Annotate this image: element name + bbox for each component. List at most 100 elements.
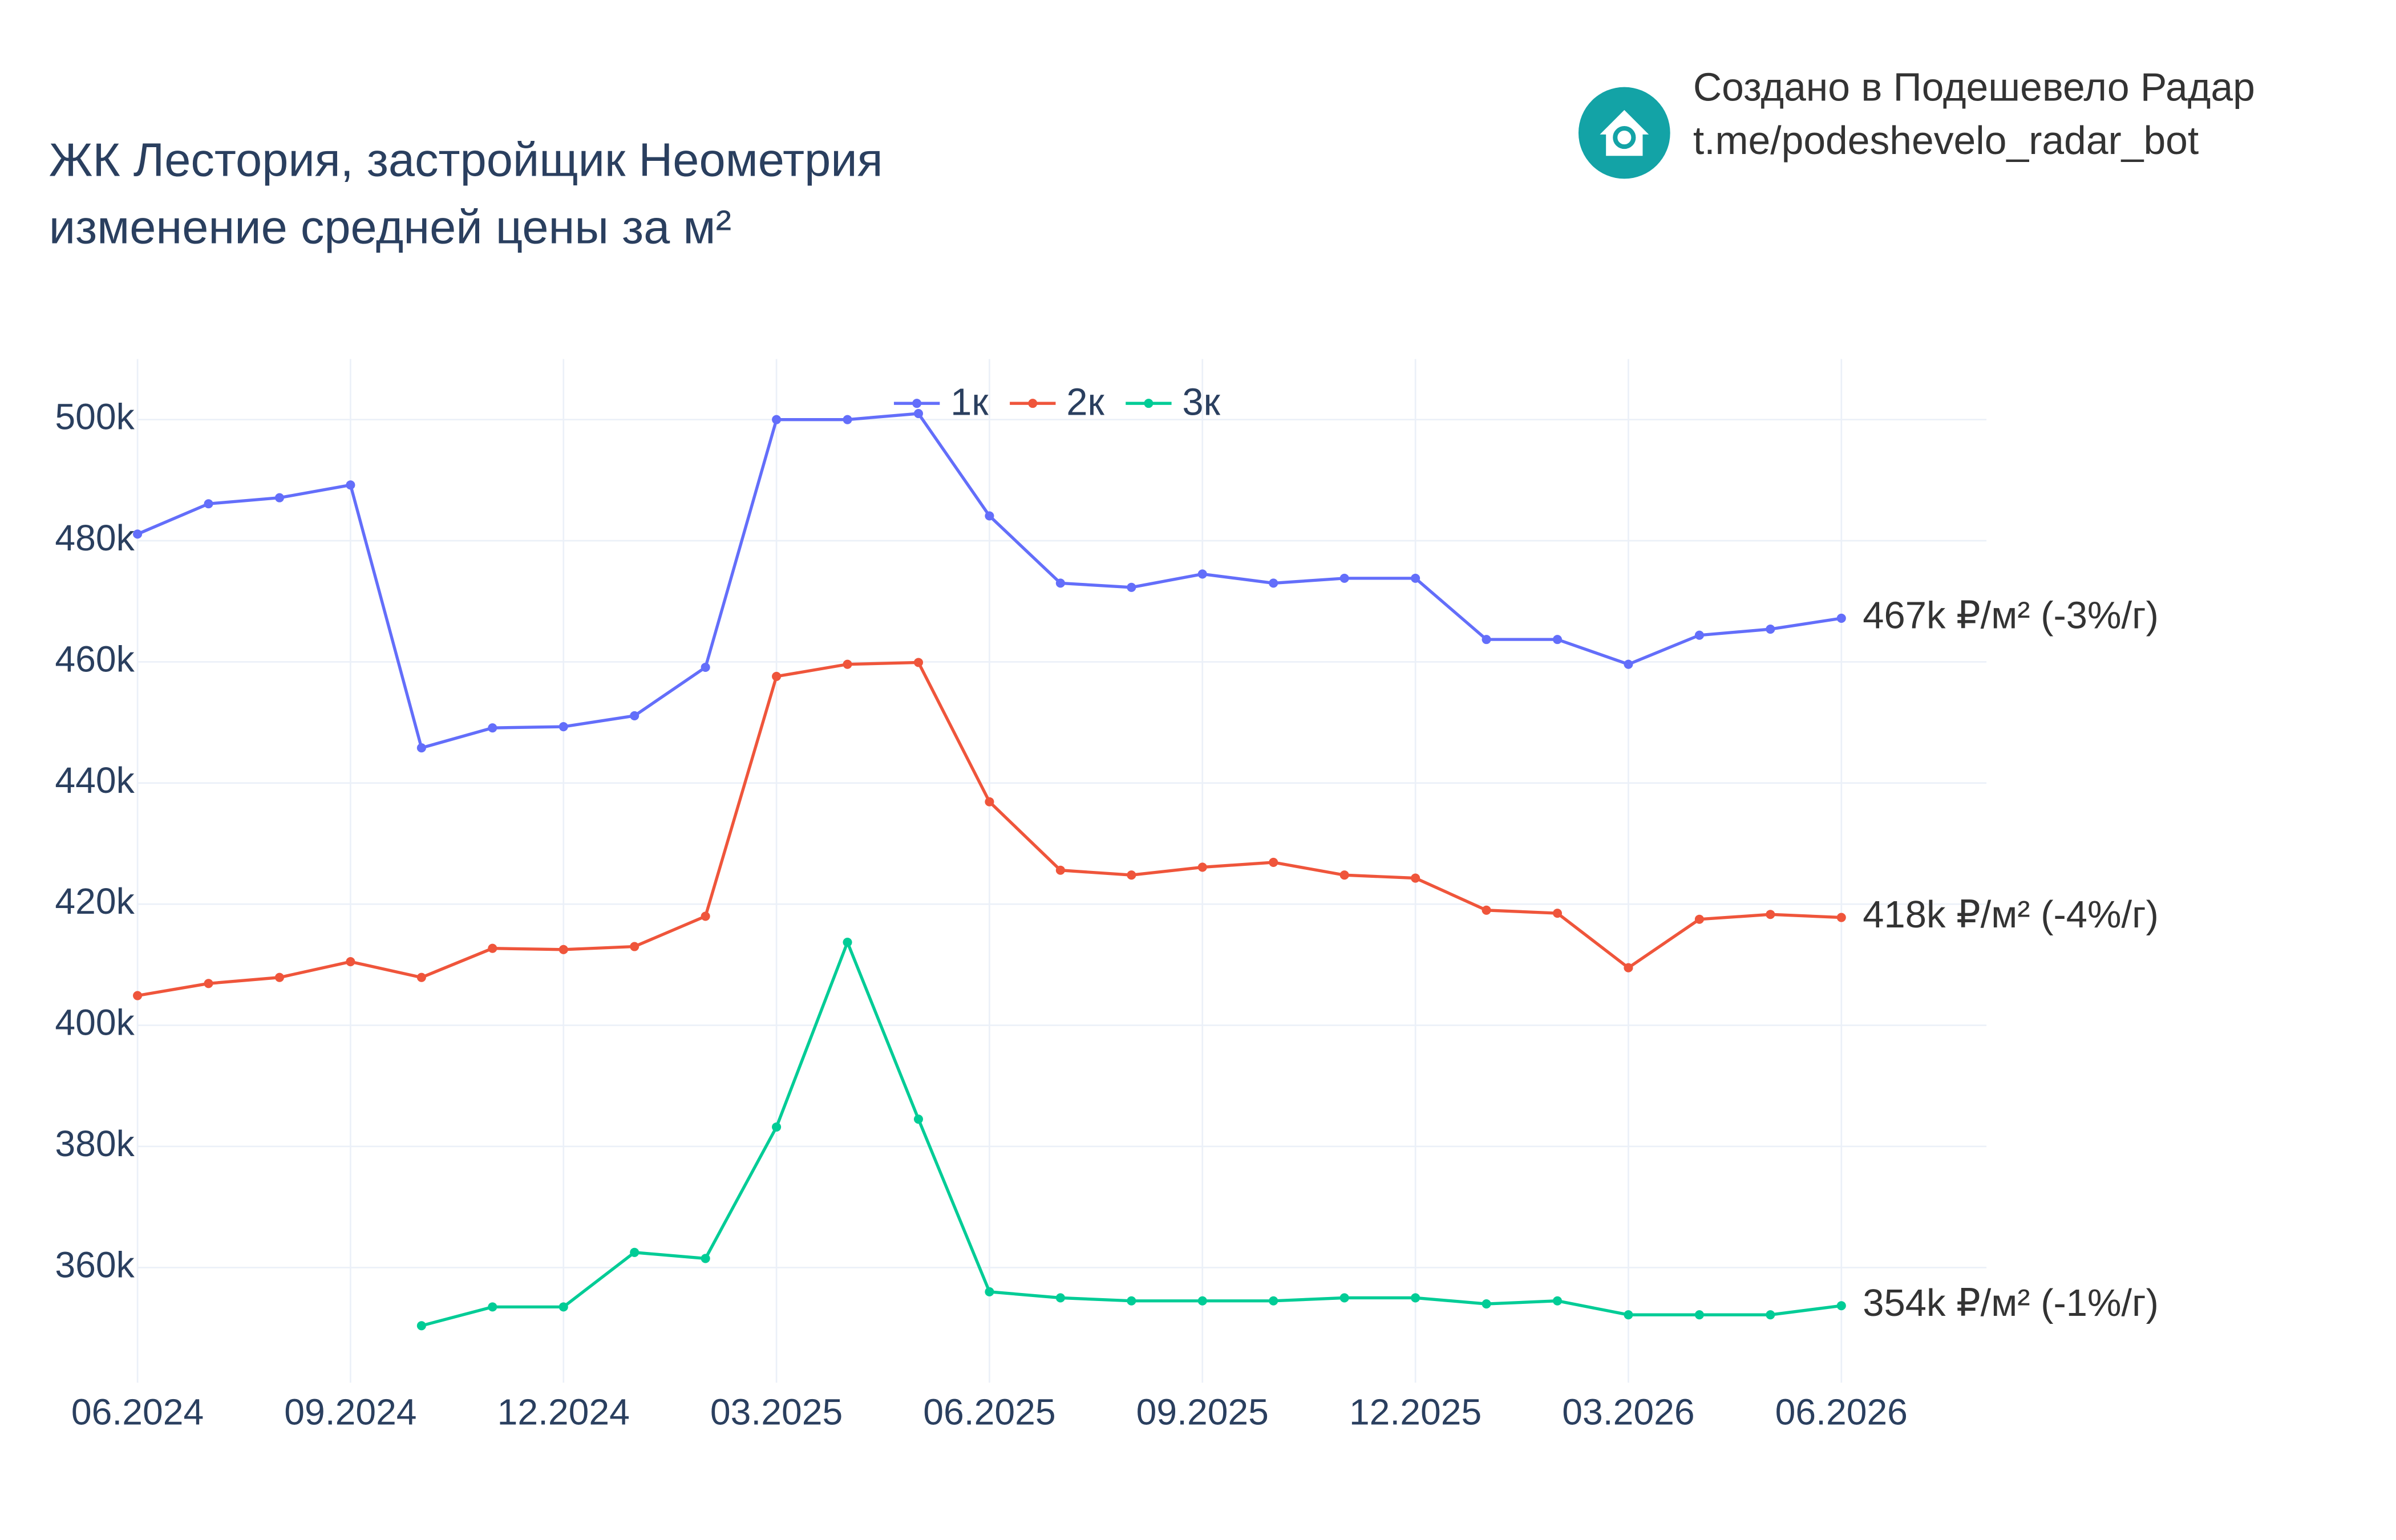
x-tick-label: 09.2025 bbox=[1136, 1391, 1269, 1432]
data-point bbox=[274, 493, 284, 502]
data-point bbox=[1624, 1310, 1633, 1320]
x-tick-label: 12.2024 bbox=[497, 1391, 630, 1432]
logo-house bbox=[1600, 110, 1649, 156]
data-point bbox=[1197, 1296, 1207, 1306]
data-point bbox=[1055, 1293, 1065, 1303]
data-point bbox=[1552, 635, 1563, 645]
end-label: 418k ₽/м² (-4%/г) bbox=[1863, 893, 2159, 936]
data-point bbox=[1766, 1310, 1775, 1320]
data-point bbox=[416, 1321, 426, 1331]
data-point bbox=[1269, 1296, 1278, 1306]
data-point bbox=[558, 722, 568, 732]
data-point bbox=[558, 1302, 568, 1312]
x-tick-label: 06.2024 bbox=[71, 1391, 204, 1432]
legend-marker bbox=[1144, 399, 1154, 408]
x-tick-label: 12.2025 bbox=[1349, 1391, 1482, 1432]
data-point bbox=[913, 658, 924, 667]
data-point bbox=[1197, 569, 1207, 579]
data-point bbox=[1127, 870, 1136, 880]
data-point bbox=[416, 972, 426, 982]
data-point bbox=[1694, 1310, 1704, 1320]
data-point bbox=[1055, 865, 1065, 875]
data-point bbox=[913, 1115, 924, 1124]
data-point bbox=[274, 972, 284, 982]
y-tick-label: 460k bbox=[55, 638, 135, 679]
y-tick-label: 420k bbox=[55, 881, 135, 922]
data-point bbox=[913, 409, 924, 419]
credit-link: t.me/podeshevelo_radar_bot bbox=[1693, 118, 2199, 163]
data-point bbox=[1552, 909, 1563, 918]
legend-label: 2к bbox=[1066, 381, 1104, 424]
legend-label: 3к bbox=[1182, 381, 1220, 424]
data-point bbox=[1197, 862, 1207, 872]
data-point bbox=[772, 1122, 782, 1132]
x-tick-label: 03.2026 bbox=[1562, 1391, 1694, 1432]
y-tick-label: 360k bbox=[55, 1244, 135, 1285]
data-point bbox=[1127, 582, 1136, 592]
data-point bbox=[843, 938, 852, 947]
data-point bbox=[488, 943, 497, 953]
data-point bbox=[1269, 578, 1278, 588]
data-point bbox=[985, 511, 994, 521]
y-tick-label: 480k bbox=[55, 517, 135, 558]
data-point bbox=[1411, 573, 1420, 583]
data-point bbox=[1694, 630, 1704, 640]
legend-marker bbox=[1028, 399, 1038, 408]
x-tick-label: 06.2025 bbox=[923, 1391, 1055, 1432]
data-point bbox=[1055, 578, 1065, 588]
x-tick-label: 09.2024 bbox=[284, 1391, 416, 1432]
data-point bbox=[1411, 873, 1420, 883]
data-point bbox=[1836, 613, 1846, 623]
data-point bbox=[1482, 905, 1491, 915]
data-point bbox=[204, 499, 213, 509]
legend-marker bbox=[912, 399, 922, 408]
data-point bbox=[630, 711, 640, 720]
data-point bbox=[1339, 1293, 1349, 1303]
data-point bbox=[985, 1287, 994, 1296]
data-point bbox=[630, 1247, 640, 1257]
y-tick-label: 500k bbox=[55, 396, 135, 437]
data-point bbox=[1552, 1296, 1563, 1306]
logo bbox=[1578, 87, 1670, 179]
data-point bbox=[1766, 910, 1775, 919]
data-point bbox=[701, 911, 710, 921]
data-point bbox=[1339, 573, 1349, 583]
data-point bbox=[1339, 870, 1349, 880]
chart-title: ЖК Лестория, застройщик Неометрия bbox=[49, 133, 883, 187]
data-point bbox=[701, 662, 710, 672]
legend-label: 1к bbox=[950, 381, 989, 424]
data-point bbox=[488, 723, 497, 733]
data-point bbox=[701, 1254, 710, 1263]
y-tick-label: 440k bbox=[55, 760, 135, 801]
x-tick-label: 03.2025 bbox=[710, 1391, 843, 1432]
data-point bbox=[346, 480, 355, 490]
data-point bbox=[133, 529, 143, 539]
data-point bbox=[204, 979, 213, 988]
data-point bbox=[985, 797, 994, 807]
end-label: 467k ₽/м² (-3%/г) bbox=[1863, 594, 2159, 637]
data-point bbox=[772, 415, 782, 424]
data-point bbox=[133, 991, 143, 1000]
data-point bbox=[488, 1302, 497, 1312]
y-tick-label: 400k bbox=[55, 1002, 135, 1043]
data-point bbox=[1411, 1293, 1420, 1303]
data-point bbox=[1624, 659, 1633, 669]
data-point bbox=[416, 743, 426, 753]
data-point bbox=[1269, 857, 1278, 867]
data-point bbox=[1482, 1299, 1491, 1309]
data-point bbox=[1127, 1296, 1136, 1306]
data-point bbox=[630, 942, 640, 951]
x-tick-label: 06.2026 bbox=[1775, 1391, 1908, 1432]
data-point bbox=[1482, 635, 1491, 645]
data-point bbox=[843, 415, 852, 424]
data-point bbox=[1836, 1301, 1846, 1311]
data-point bbox=[1624, 963, 1633, 972]
credit-line: Создано в Подешевело Радар bbox=[1693, 64, 2255, 109]
chart-subtitle: изменение средней цены за м² bbox=[49, 200, 731, 253]
data-point bbox=[346, 957, 355, 967]
y-tick-label: 380k bbox=[55, 1123, 135, 1164]
data-point bbox=[1836, 913, 1846, 922]
